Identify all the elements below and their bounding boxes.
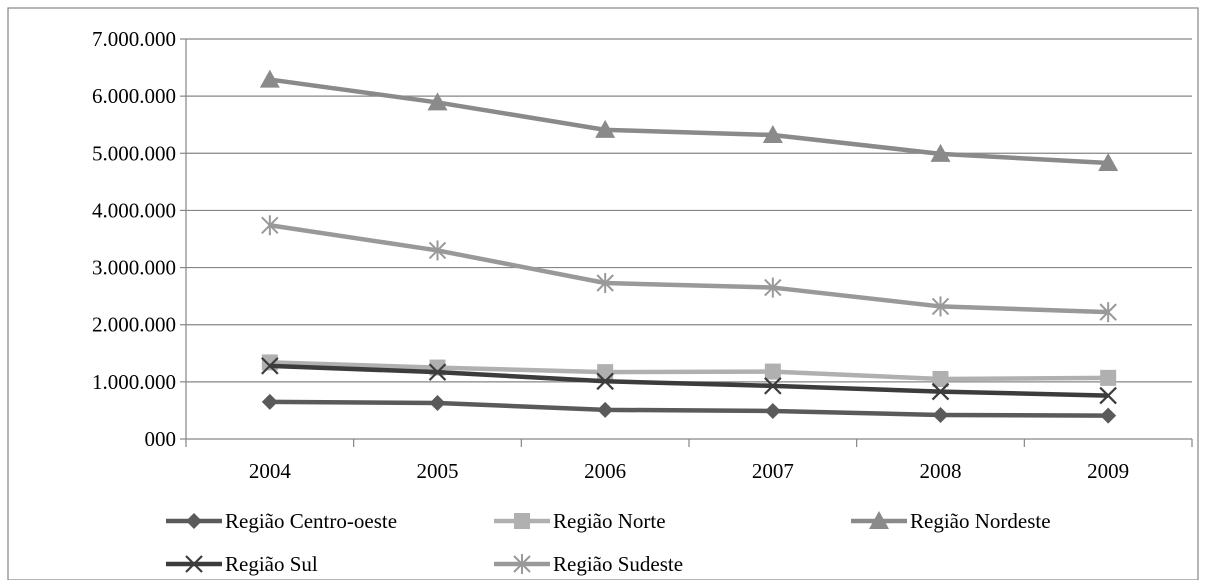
y-tick-label-0: 000 [145,427,177,451]
legend-label-regi-o-centro-oeste: Região Centro-oeste [225,509,397,533]
y-axis-ticks: 000 1.000.000 2.000.000 3.000.000 4.000.000 5… [92,27,186,451]
point-regi-o-sul-2006 [596,372,614,391]
y-tick-label-6: 6.000.000 [92,84,176,108]
y-tick-label-1: 1.000.000 [92,370,176,394]
point-regi-o-sul-2009 [1099,386,1117,405]
point-regi-o-sudeste-2009 [1099,302,1117,323]
point-regi-o-centro-oeste-2006 [597,401,614,418]
point-regi-o-sudeste-2006 [596,273,614,293]
point-regi-o-sul-2007 [764,377,782,395]
x-axis-ticks: 2004 2005 2006 2007 2008 2009 [185,439,1193,483]
point-regi-o-nordeste-2005 [427,92,448,111]
x-tick-label-2009: 2009 [1087,459,1129,483]
x-tick-label-2005: 2005 [417,459,459,483]
legend-marker-regi-o-centro-oeste [186,513,202,529]
legend-label-regi-o-sudeste: Região Sudeste [553,552,683,576]
point-regi-o-centro-oeste-2004 [261,393,278,410]
series-line-regi-o-centro-oeste [269,399,1109,418]
y-tick-label-4: 4.000.000 [92,198,176,222]
point-regi-o-sul-2004 [261,357,279,375]
point-regi-o-centro-oeste-2008 [932,407,949,423]
point-regi-o-norte-2009 [1100,369,1117,386]
x-tick-label-2004: 2004 [249,459,292,483]
point-regi-o-nordeste-2008 [930,143,951,162]
legend-entry-regi-o-norte: Região Norte [494,509,666,533]
legend-marker-regi-o-sul [185,555,203,573]
point-regi-o-sul-2005 [428,363,447,381]
point-regi-o-norte-2007 [764,363,781,380]
series-group [259,69,1119,424]
point-regi-o-norte-2008 [932,371,949,387]
point-regi-o-nordeste-2009 [1098,153,1119,171]
legend-marker-regi-o-norte [514,513,530,529]
y-tick-label-5: 5.000.000 [92,141,176,165]
legend-label-regi-o-nordeste: Região Nordeste [910,509,1051,533]
point-regi-o-sudeste-2007 [764,277,782,298]
series-line-regi-o-sudeste [269,223,1109,315]
point-regi-o-centro-oeste-2005 [429,395,446,411]
legend-entry-regi-o-sul: Região Sul [166,552,318,576]
legend-entry-regi-o-nordeste: Região Nordeste [851,509,1051,533]
point-regi-o-sudeste-2008 [931,296,950,317]
legend: Região Centro-oeste Região Norte Região No… [166,509,1051,576]
series-line-regi-o-norte [269,360,1109,382]
y-tick-label-2: 2.000.000 [92,313,176,337]
legend-entry-regi-o-centro-oeste: Região Centro-oeste [166,509,397,533]
series-line-regi-o-nordeste [269,77,1109,166]
point-regi-o-sudeste-2004 [261,215,279,236]
point-regi-o-sul-2008 [931,382,950,401]
x-tick-label-2006: 2006 [584,459,626,483]
legend-entry-regi-o-sudeste: Região Sudeste [494,552,683,576]
x-tick-label-2008: 2008 [920,459,962,483]
series-line-regi-o-sul [269,363,1109,398]
y-tick-label-7: 7.000.000 [92,27,176,51]
x-tick-label-2007: 2007 [752,459,794,483]
point-regi-o-centro-oeste-2009 [1100,407,1117,424]
point-regi-o-nordeste-2004 [259,69,280,88]
point-regi-o-sudeste-2005 [428,240,447,261]
legend-label-regi-o-norte: Região Norte [553,509,666,533]
point-regi-o-nordeste-2007 [762,125,783,143]
point-regi-o-norte-2006 [597,364,614,381]
point-regi-o-nordeste-2006 [595,119,616,138]
chart-border [7,7,1199,580]
legend-marker-regi-o-nordeste [869,511,889,529]
point-regi-o-centro-oeste-2007 [764,403,781,419]
y-tick-label-3: 3.000.000 [92,256,176,280]
legend-label-regi-o-sul: Região Sul [225,552,318,576]
legend-marker-regi-o-sudeste [513,554,531,574]
